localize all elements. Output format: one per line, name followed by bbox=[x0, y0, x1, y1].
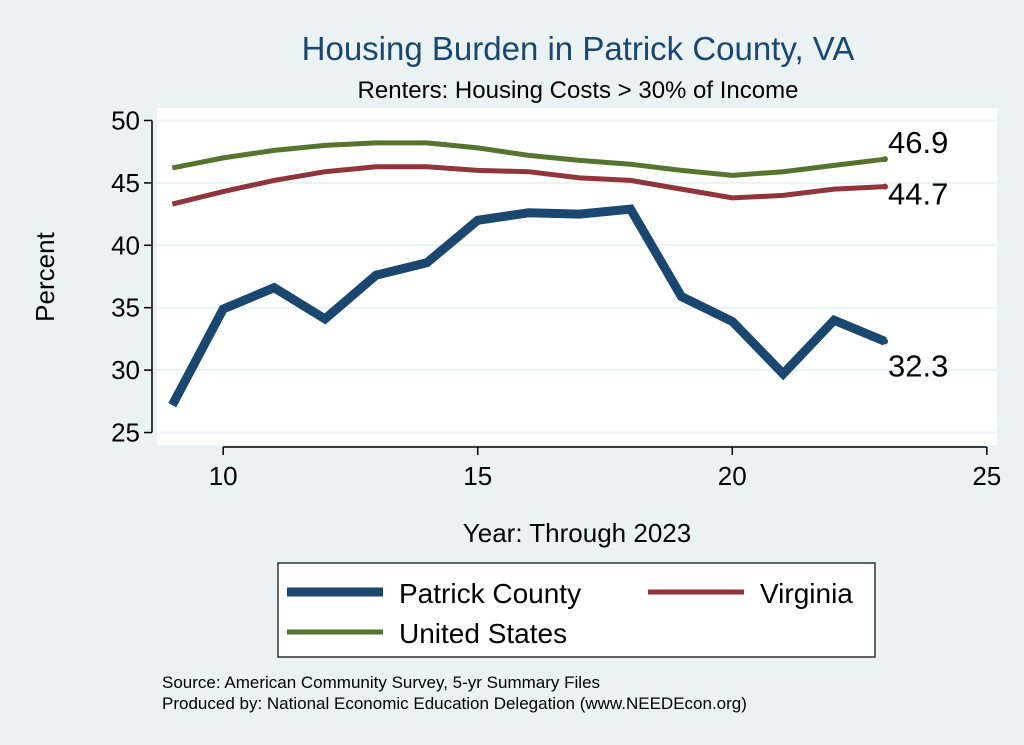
legend-label-patrick-county: Patrick County bbox=[399, 578, 581, 609]
series-lines bbox=[168, 140, 888, 408]
chart-subtitle: Renters: Housing Costs > 30% of Income bbox=[358, 77, 799, 104]
x-tick-label: 20 bbox=[718, 461, 747, 491]
end-label-patrick-county: 32.3 bbox=[888, 348, 948, 383]
source-line-2: Produced by: National Economic Education… bbox=[162, 694, 747, 713]
y-tick-label: 45 bbox=[111, 168, 140, 198]
x-tick-label: 25 bbox=[972, 461, 1001, 491]
x-tick-label: 15 bbox=[463, 461, 492, 491]
end-label-united-states: 46.9 bbox=[888, 125, 948, 160]
x-axis-title: Year: Through 2023 bbox=[463, 518, 691, 548]
grid-lines bbox=[157, 119, 997, 434]
end-point-united-states bbox=[882, 156, 888, 163]
y-tick-label: 35 bbox=[111, 293, 140, 323]
axes: 25 30 35 40 45 50 10 15 20 25 bbox=[111, 105, 1001, 491]
y-tick-label: 30 bbox=[111, 355, 140, 385]
chart-title: Housing Burden in Patrick County, VA bbox=[302, 30, 855, 67]
legend-label-united-states: United States bbox=[399, 618, 567, 649]
end-label-virginia: 44.7 bbox=[888, 177, 948, 212]
end-point-virginia bbox=[882, 183, 888, 190]
series-line-patrick-county bbox=[168, 204, 887, 408]
y-tick-label: 25 bbox=[111, 418, 140, 448]
legend-label-virginia: Virginia bbox=[760, 578, 853, 609]
end-point-patrick-county bbox=[882, 338, 888, 345]
x-tick-label: 10 bbox=[209, 461, 238, 491]
source-line-1: Source: American Community Survey, 5-yr … bbox=[162, 673, 600, 692]
legend: Patrick County Virginia United States bbox=[287, 578, 853, 649]
y-tick-label: 40 bbox=[111, 230, 140, 260]
y-axis-title: Percent bbox=[30, 231, 60, 321]
legend-box bbox=[277, 562, 876, 658]
series-line-virginia bbox=[171, 164, 886, 207]
series-line-united-states bbox=[171, 140, 886, 178]
end-labels: 32.3 44.7 46.9 bbox=[888, 125, 948, 383]
y-tick-label: 50 bbox=[111, 105, 140, 135]
